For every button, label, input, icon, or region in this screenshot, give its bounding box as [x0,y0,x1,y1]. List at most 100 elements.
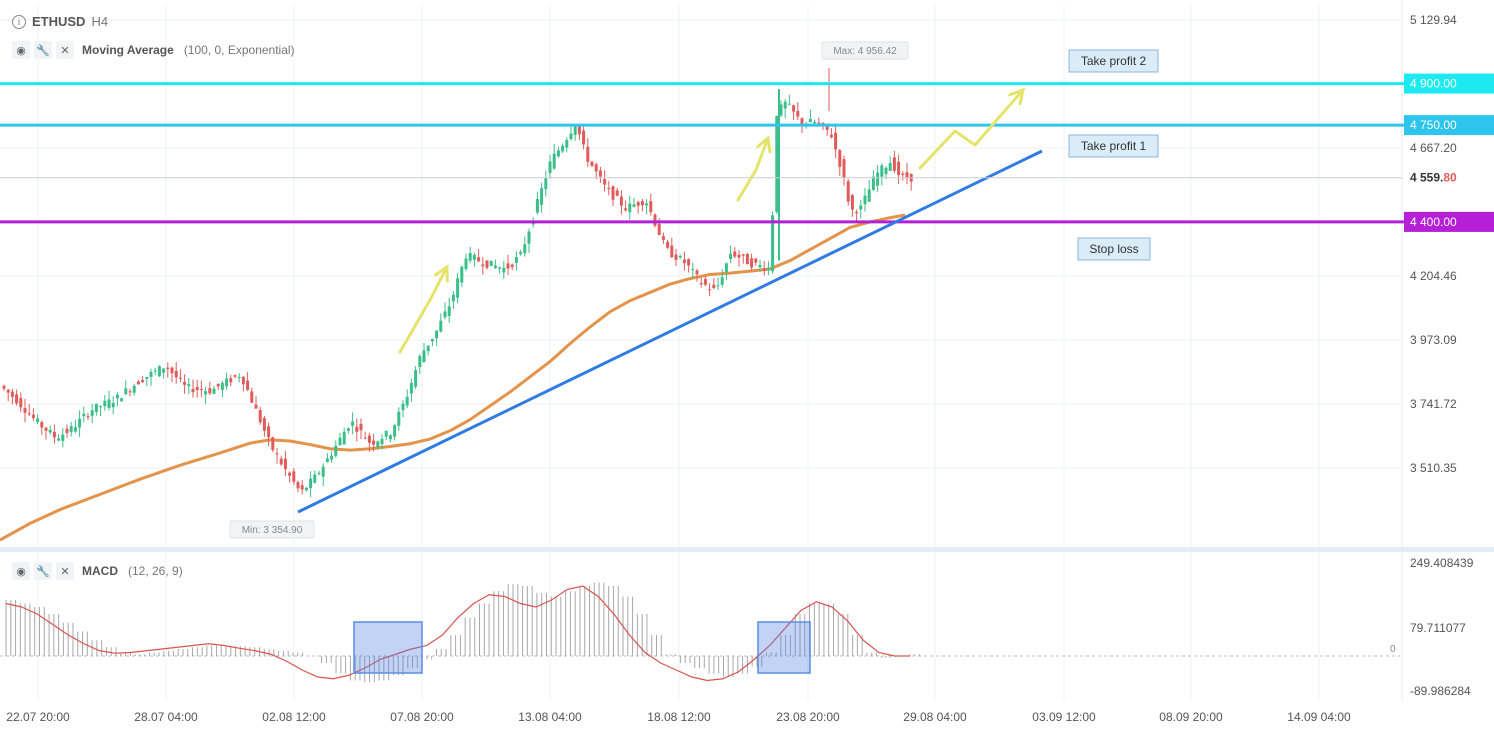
candle-body [451,294,455,302]
candle-body [317,472,321,474]
candle-body [859,205,863,210]
eye-icon[interactable]: ◉ [12,562,30,580]
candle-body [271,437,275,451]
candle-body [548,161,552,174]
max-label-text: Max: 4 956.42 [833,46,897,57]
candle-body [825,123,829,130]
close-icon[interactable]: ✕ [56,562,74,580]
candle-body [330,455,334,460]
ema-layer [0,213,906,542]
price-tick-label: 5 129.94 [1410,13,1457,27]
candle-body [325,458,329,462]
last-price-label: 4 559.80 [1410,171,1457,185]
price-tick-label: 3 973.09 [1410,333,1457,347]
candle-body [741,254,745,256]
candle-body [422,350,426,363]
candle-body [267,426,271,437]
eye-icon[interactable]: ◉ [12,41,30,59]
candle-body [514,257,518,263]
candle-body [674,254,678,260]
candle-body [220,382,224,391]
take-profit-1-price-tag [1404,115,1494,136]
wrench-icon[interactable]: 🔧 [34,562,52,580]
stop-loss-price-tag [1404,211,1494,232]
macd-tick-label: 79.711077 [1410,621,1466,635]
candle-body [27,413,31,415]
candle-body [787,103,791,105]
candle-body [523,244,527,254]
candle-body [456,278,460,298]
candle-body [796,111,800,117]
candle-body [65,428,69,433]
candle-body [19,397,23,408]
ma-legend: ◉ 🔧 ✕ Moving Average (100, 0, Exponentia… [12,41,295,59]
candle-body [40,422,44,428]
take-profit-2-box [1068,49,1159,73]
candle-body [384,431,388,437]
candle-body [724,263,728,273]
candle-body [653,214,657,226]
candle-body [31,414,35,418]
candle-body [468,252,472,261]
candle-body [304,487,308,491]
candle-body [666,241,670,248]
info-icon[interactable]: i [12,14,26,29]
candle-body [241,376,245,385]
candle-body [447,306,451,317]
candle-body [376,441,380,448]
take-profit-2-level[interactable]: 4 900.00 Take profit 2 [0,49,1494,94]
stop-loss-box [1077,237,1151,261]
time-tick-label: 18.08 12:00 [647,710,711,724]
candle-body [73,427,77,432]
candle-body [443,311,447,318]
candle-body [153,370,157,372]
macd-zero-label: 0 [1390,644,1396,655]
candle-body [174,370,178,378]
candle-body [338,437,342,446]
candle-body [800,118,804,125]
take-profit-1-level[interactable]: 4 750.00 Take profit 1 [0,115,1494,158]
close-icon[interactable]: ✕ [56,41,74,59]
candle-body [565,140,569,148]
candle-body [191,388,195,393]
price-tick-label: 3 510.35 [1410,461,1457,475]
candles-layer: Max: 4 956.42 Min: 3 354.90 [2,41,913,539]
candle-body [321,466,325,477]
candle-body [876,172,880,186]
candle-body [359,423,363,431]
macd-highlight-box-0 [353,621,423,674]
candle-body [78,418,82,428]
candle-body [615,190,619,196]
candle-body [258,410,262,423]
ema-line [0,213,906,542]
candle-body [464,258,468,269]
candle-body [233,375,237,377]
candle-body [834,132,838,150]
candle-body [208,388,212,394]
arrow-head-2 [1008,87,1026,106]
stop-loss-level[interactable]: 4 400.00 Stop loss [0,211,1494,261]
candle-body [124,388,128,395]
candle-body [506,263,510,269]
arrows-layer[interactable] [398,87,1026,354]
candle-body [115,394,119,399]
candle-body [107,399,111,408]
trendline-layer[interactable] [297,149,1043,514]
candle-body [758,264,762,268]
candle-body [842,159,846,179]
take-profit-1-box [1068,134,1159,158]
candle-body [61,434,65,442]
take-profit-1-box-text: Take profit 1 [1081,139,1147,153]
candle-body [645,203,649,206]
candle-body [762,268,766,271]
candle-body [279,458,283,465]
candle-body [485,260,489,268]
candle-body [262,417,266,431]
wrench-icon[interactable]: 🔧 [34,41,52,59]
candle-body [649,201,653,213]
candle-body [15,394,19,404]
candle-body [699,283,703,285]
candle-body [380,439,384,445]
levels-layer[interactable]: 4 900.00 Take profit 2 4 750.00 Take profit… [0,49,1494,261]
